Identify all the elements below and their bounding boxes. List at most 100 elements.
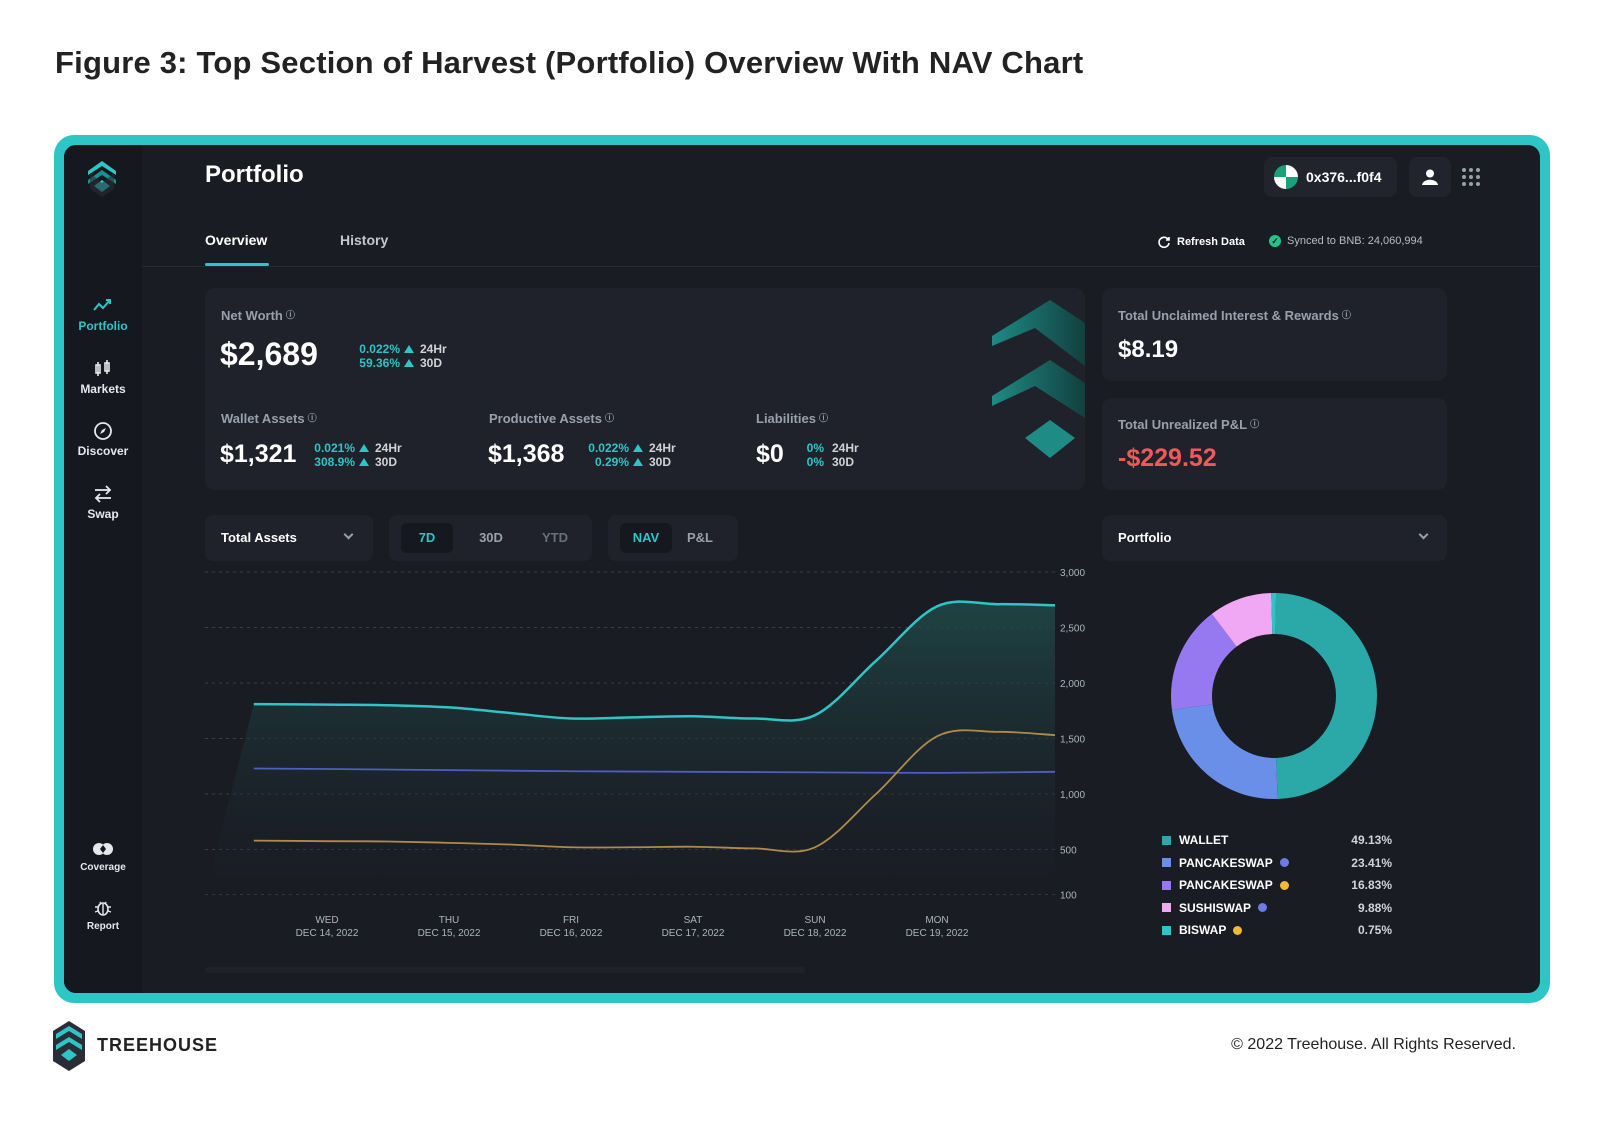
x-tick-label: MON [925, 915, 948, 926]
treehouse-logo-icon [53, 1021, 85, 1071]
app-window: Portfolio Markets Discover Swap Coverage… [64, 145, 1540, 993]
productive-assets-value: $1,368 [488, 440, 565, 468]
range-ytd-button[interactable]: YTD [542, 530, 568, 545]
y-tick-label: 100 [1060, 891, 1077, 902]
sidebar-item-label: Portfolio [78, 319, 128, 333]
refresh-label: Refresh Data [1177, 236, 1245, 248]
legend-item[interactable]: WALLET 49.13% [1162, 831, 1392, 849]
info-icon: ⓘ [307, 413, 317, 423]
legend-value: 23.41% [1351, 855, 1392, 870]
unrealized-pl-value: -$229.52 [1118, 444, 1217, 472]
legend-value: 0.75% [1357, 923, 1392, 937]
sidebar-item-report[interactable]: Report [64, 897, 142, 932]
legend-value: 49.13% [1351, 833, 1392, 847]
y-tick-label: 1,000 [1060, 790, 1085, 801]
allocation-donut-chart [1171, 593, 1377, 799]
info-icon: ⓘ [1250, 419, 1260, 429]
apps-grid-icon[interactable] [1459, 165, 1483, 189]
treehouse-logo-icon[interactable] [86, 159, 118, 199]
donut-slice[interactable] [1211, 593, 1273, 647]
x-tick-label: THU [439, 915, 460, 926]
liabilities-label: Liabilities ⓘ [756, 411, 828, 426]
compass-icon [94, 422, 112, 440]
liabilities-value: $0 [756, 440, 784, 468]
up-arrow-icon [404, 359, 414, 367]
legend-swatch [1162, 925, 1171, 935]
up-arrow-icon [359, 444, 369, 452]
productive-assets-changes: 0.022% 24Hr 0.29% 30D [588, 441, 676, 469]
legend-item[interactable]: BISWAP 0.75% [1162, 921, 1392, 939]
unrealized-pl-card [1102, 398, 1447, 490]
tab-divider [142, 266, 1540, 267]
nav-chart: 3,000 2,500 2,000 1,500 1,000 500 100 WED DEC 1… [205, 568, 1085, 939]
legend-value: 16.83% [1351, 878, 1392, 892]
refresh-data-button[interactable]: Refresh Data [1157, 235, 1245, 249]
footer-brand: TREEHOUSE [97, 1035, 219, 1055]
tab-history[interactable]: History [340, 232, 389, 248]
y-tick-label: 2,500 [1060, 624, 1085, 635]
wallet-assets-changes: 0.021% 24Hr 308.9% 30D [314, 441, 402, 469]
legend-value: 9.88% [1357, 900, 1392, 915]
donut-slice[interactable] [1171, 613, 1237, 710]
wallet-avatar-icon [1274, 165, 1298, 189]
range-7d-button[interactable]: 7D [401, 523, 453, 553]
legend-item[interactable]: PANCAKESWAP 23.41% [1162, 854, 1392, 872]
chain-token-icon [1258, 903, 1268, 912]
net-worth-card [205, 288, 1085, 490]
active-tab-indicator [205, 263, 269, 266]
series-line-0 [253, 600, 1056, 722]
donut-slice[interactable] [1271, 593, 1277, 635]
legend-label: PANCAKESWAP [1179, 855, 1273, 870]
x-tick-label: DEC 15, 2022 [418, 928, 481, 939]
asset-select-value: Total Assets [221, 530, 297, 545]
sidebar-item-label: Coverage [80, 862, 126, 873]
x-tick-label: DEC 19, 2022 [906, 928, 969, 939]
next-section-card [205, 967, 805, 973]
x-tick-label: FRI [563, 915, 579, 926]
legend-label: BISWAP [1179, 923, 1227, 937]
portfolio-select[interactable]: Portfolio [1102, 515, 1447, 561]
y-tick-label: 3,000 [1060, 568, 1085, 579]
legend-item[interactable]: PANCAKESWAP 16.83% [1162, 876, 1392, 894]
up-arrow-icon [359, 458, 369, 466]
account-button[interactable]: 0x376...f0f4 [1264, 157, 1397, 197]
copyright: © 2022 Treehouse. All Rights Reserved. [1231, 1036, 1516, 1053]
y-tick-label: 500 [1060, 846, 1077, 857]
sync-status: ✓ Synced to BNB: 24,060,994 [1269, 235, 1423, 247]
series-line-1 [253, 767, 1056, 774]
info-icon: ⓘ [1341, 310, 1351, 320]
chevron-down-icon [1418, 529, 1429, 540]
sidebar-item-swap[interactable]: Swap [64, 483, 142, 521]
donut-slice[interactable] [1171, 704, 1278, 799]
legend-swatch [1162, 903, 1171, 912]
info-icon: ⓘ [604, 413, 614, 423]
legend-item[interactable]: SUSHISWAP 9.88% [1162, 899, 1392, 917]
tab-overview[interactable]: Overview [205, 232, 268, 248]
sidebar-item-portfolio[interactable]: Portfolio [64, 295, 142, 333]
x-tick-label: WED [315, 915, 338, 926]
sidebar-item-discover[interactable]: Discover [64, 420, 142, 458]
sidebar-item-markets[interactable]: Markets [64, 358, 142, 396]
donut-slice[interactable] [1275, 593, 1377, 799]
legend-swatch [1162, 858, 1171, 867]
chevron-down-icon [343, 529, 354, 540]
up-arrow-icon [633, 458, 643, 466]
mode-pl-button[interactable]: P&L [687, 530, 713, 545]
coverage-icon [93, 843, 113, 855]
page-title: Portfolio [205, 161, 304, 188]
net-worth-changes: 0.022% 24Hr 59.36% 30D [359, 342, 447, 370]
chain-token-icon [1233, 925, 1243, 935]
asset-select[interactable]: Total Assets [205, 515, 373, 561]
mode-nav-button[interactable]: NAV [620, 523, 672, 553]
user-button[interactable] [1409, 157, 1451, 197]
sidebar-item-coverage[interactable]: Coverage [64, 838, 142, 873]
liabilities-changes: 0% 24Hr 0% 30D [806, 441, 859, 469]
unclaimed-rewards-card [1102, 288, 1447, 381]
range-30d-button[interactable]: 30D [479, 530, 503, 545]
chain-token-icon [1279, 880, 1289, 890]
net-worth-value: $2,689 [220, 336, 318, 372]
sync-status-text: Synced to BNB: 24,060,994 [1287, 235, 1423, 247]
chain-token-icon [1279, 858, 1289, 867]
sidebar-item-label: Report [86, 921, 120, 932]
x-tick-label: DEC 17, 2022 [662, 928, 725, 939]
